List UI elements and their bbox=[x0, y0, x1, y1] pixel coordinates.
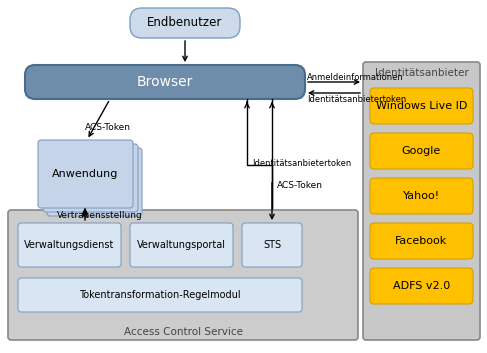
Text: STS: STS bbox=[263, 240, 281, 250]
FancyBboxPatch shape bbox=[370, 178, 473, 214]
Text: Facebook: Facebook bbox=[395, 236, 448, 246]
Text: Verwaltungsportal: Verwaltungsportal bbox=[137, 240, 226, 250]
Text: Yahoo!: Yahoo! bbox=[403, 191, 440, 201]
FancyBboxPatch shape bbox=[43, 144, 138, 212]
Text: ADFS v2.0: ADFS v2.0 bbox=[393, 281, 450, 291]
Text: Identitätsanbieter: Identitätsanbieter bbox=[375, 68, 468, 78]
Text: Identitätsanbietertoken: Identitätsanbietertoken bbox=[252, 158, 351, 168]
FancyBboxPatch shape bbox=[25, 65, 305, 99]
FancyBboxPatch shape bbox=[18, 223, 121, 267]
Text: Google: Google bbox=[402, 146, 441, 156]
Text: ACS-Token: ACS-Token bbox=[85, 124, 131, 132]
FancyBboxPatch shape bbox=[370, 88, 473, 124]
FancyBboxPatch shape bbox=[370, 223, 473, 259]
Text: Anmeldeinformationen: Anmeldeinformationen bbox=[307, 72, 404, 82]
Text: Browser: Browser bbox=[137, 75, 193, 89]
FancyBboxPatch shape bbox=[370, 133, 473, 169]
FancyBboxPatch shape bbox=[130, 223, 233, 267]
FancyBboxPatch shape bbox=[363, 62, 480, 340]
FancyBboxPatch shape bbox=[47, 148, 142, 216]
Text: Anwendung: Anwendung bbox=[52, 169, 119, 179]
Text: Endbenutzer: Endbenutzer bbox=[147, 17, 223, 30]
Text: Tokentransformation-Regelmodul: Tokentransformation-Regelmodul bbox=[79, 290, 241, 300]
FancyBboxPatch shape bbox=[8, 210, 358, 340]
Text: ACS-Token: ACS-Token bbox=[277, 181, 323, 191]
Text: Vertrauensstellung: Vertrauensstellung bbox=[57, 211, 143, 221]
Text: Access Control Service: Access Control Service bbox=[124, 327, 243, 337]
FancyBboxPatch shape bbox=[370, 268, 473, 304]
Text: Windows Live ID: Windows Live ID bbox=[376, 101, 467, 111]
Text: Identitätsanbietertoken: Identitätsanbietertoken bbox=[307, 95, 406, 103]
FancyBboxPatch shape bbox=[18, 278, 302, 312]
FancyBboxPatch shape bbox=[130, 8, 240, 38]
Text: Verwaltungsdienst: Verwaltungsdienst bbox=[24, 240, 114, 250]
FancyBboxPatch shape bbox=[242, 223, 302, 267]
FancyBboxPatch shape bbox=[38, 140, 133, 208]
